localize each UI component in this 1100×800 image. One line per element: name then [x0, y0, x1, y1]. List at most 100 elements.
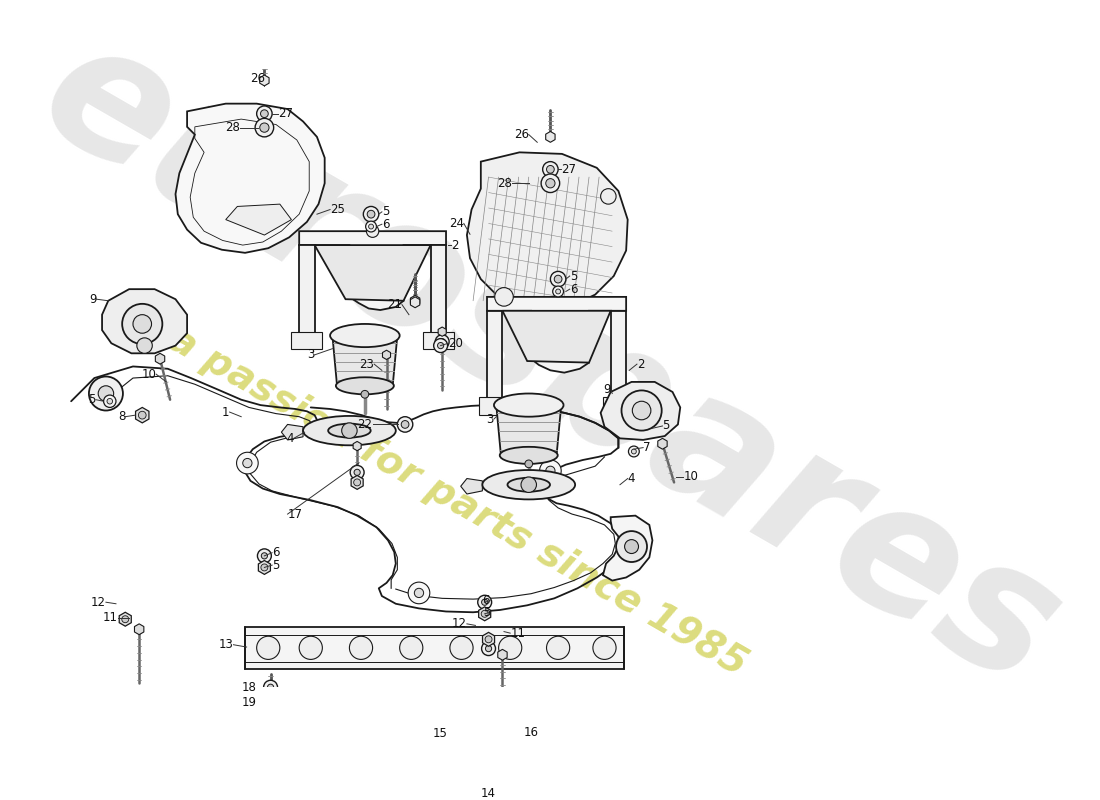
- Circle shape: [547, 636, 570, 659]
- Circle shape: [433, 338, 448, 353]
- Circle shape: [628, 446, 639, 457]
- Text: 13: 13: [219, 638, 233, 651]
- Circle shape: [261, 110, 268, 118]
- Polygon shape: [603, 398, 634, 415]
- Polygon shape: [176, 104, 324, 253]
- Circle shape: [133, 314, 152, 334]
- Text: 4: 4: [628, 472, 635, 485]
- Circle shape: [399, 636, 422, 659]
- Text: 27: 27: [561, 163, 576, 176]
- Text: 3: 3: [486, 413, 494, 426]
- Circle shape: [107, 398, 112, 404]
- Circle shape: [361, 390, 368, 398]
- Text: 18: 18: [242, 681, 256, 694]
- Circle shape: [506, 728, 520, 742]
- Polygon shape: [498, 650, 507, 660]
- Polygon shape: [546, 131, 556, 142]
- Ellipse shape: [336, 378, 394, 394]
- Circle shape: [415, 588, 424, 598]
- Polygon shape: [478, 607, 491, 621]
- Circle shape: [547, 166, 554, 174]
- Ellipse shape: [330, 324, 399, 347]
- Text: 9: 9: [603, 383, 611, 396]
- Ellipse shape: [302, 416, 396, 446]
- Text: 5: 5: [272, 558, 279, 572]
- Circle shape: [397, 417, 412, 432]
- Ellipse shape: [507, 478, 550, 492]
- Text: 17: 17: [287, 507, 303, 521]
- Text: 25: 25: [330, 203, 345, 216]
- Text: 4: 4: [286, 432, 294, 445]
- Circle shape: [139, 411, 146, 419]
- Circle shape: [541, 174, 560, 193]
- Circle shape: [631, 449, 636, 454]
- Text: 26: 26: [514, 128, 529, 141]
- Circle shape: [89, 377, 123, 410]
- Circle shape: [552, 286, 563, 297]
- Polygon shape: [503, 311, 611, 362]
- Polygon shape: [603, 516, 652, 581]
- Circle shape: [554, 275, 562, 283]
- Circle shape: [262, 553, 267, 559]
- Circle shape: [436, 334, 449, 349]
- Text: 6: 6: [483, 594, 491, 607]
- Text: 5: 5: [382, 206, 389, 218]
- Polygon shape: [299, 231, 446, 310]
- Polygon shape: [353, 442, 361, 450]
- Polygon shape: [266, 698, 275, 708]
- Circle shape: [546, 178, 556, 188]
- Circle shape: [477, 595, 492, 609]
- Polygon shape: [469, 734, 477, 746]
- Circle shape: [454, 726, 469, 741]
- Circle shape: [236, 452, 258, 474]
- Circle shape: [459, 730, 464, 737]
- Polygon shape: [102, 289, 187, 354]
- Circle shape: [122, 616, 129, 622]
- Circle shape: [550, 271, 565, 287]
- Text: eurospares: eurospares: [12, 1, 1089, 724]
- Text: 20: 20: [449, 337, 463, 350]
- Circle shape: [354, 479, 361, 486]
- Polygon shape: [487, 297, 626, 373]
- Polygon shape: [135, 407, 149, 423]
- Polygon shape: [258, 561, 271, 574]
- Polygon shape: [155, 354, 165, 364]
- Circle shape: [540, 460, 561, 482]
- Circle shape: [482, 599, 487, 606]
- Text: 16: 16: [524, 726, 538, 738]
- Text: 28: 28: [497, 177, 512, 190]
- Circle shape: [264, 680, 277, 694]
- Text: 12: 12: [91, 596, 106, 609]
- Text: 15: 15: [432, 727, 448, 740]
- Text: 2: 2: [637, 358, 645, 370]
- Polygon shape: [487, 311, 503, 402]
- Polygon shape: [496, 405, 561, 455]
- Circle shape: [495, 288, 514, 306]
- Text: 6: 6: [272, 546, 279, 559]
- Circle shape: [485, 646, 492, 652]
- Polygon shape: [119, 612, 131, 626]
- Text: 5: 5: [483, 606, 491, 618]
- Text: 23: 23: [360, 358, 374, 370]
- Circle shape: [122, 304, 163, 344]
- Circle shape: [601, 189, 616, 204]
- Polygon shape: [282, 425, 303, 440]
- Circle shape: [525, 460, 532, 468]
- Text: 11: 11: [510, 626, 525, 640]
- Text: 6: 6: [382, 218, 389, 230]
- Polygon shape: [351, 475, 363, 490]
- Circle shape: [439, 338, 446, 345]
- Circle shape: [243, 458, 252, 468]
- Circle shape: [510, 732, 516, 738]
- Ellipse shape: [499, 447, 558, 464]
- Text: 27: 27: [278, 107, 294, 120]
- Circle shape: [136, 338, 152, 354]
- Polygon shape: [299, 245, 315, 335]
- Polygon shape: [292, 332, 322, 349]
- Text: 14: 14: [481, 787, 496, 800]
- Polygon shape: [410, 295, 420, 306]
- Circle shape: [450, 636, 473, 659]
- Polygon shape: [438, 327, 447, 336]
- Circle shape: [625, 540, 638, 554]
- Circle shape: [365, 221, 376, 232]
